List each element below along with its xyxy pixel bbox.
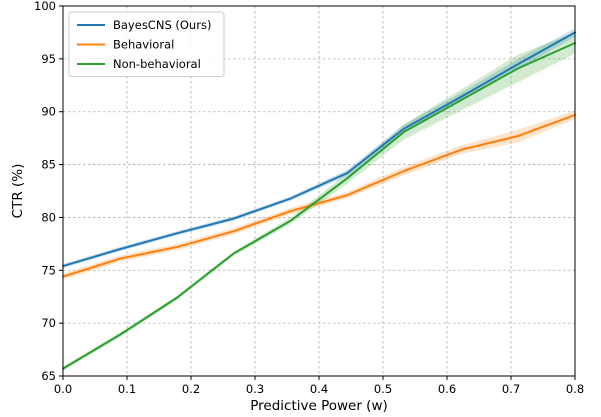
- x-tick-label: 0.2: [182, 382, 200, 396]
- series-lines: [62, 31, 576, 370]
- x-tick-label: 0.3: [246, 382, 264, 396]
- y-tick-label: 85: [41, 158, 56, 172]
- x-tick-label: 0.8: [566, 382, 584, 396]
- legend: BayesCNS (Ours) Behavioral Non-behavioral: [68, 11, 225, 77]
- legend-label: Non-behavioral: [113, 57, 201, 71]
- y-tick-label: 65: [41, 369, 56, 383]
- series-line: [62, 42, 576, 370]
- x-tick-label: 0.4: [310, 382, 328, 396]
- y-tick-label: 100: [34, 0, 56, 13]
- series-line: [62, 113, 576, 278]
- legend-label: Behavioral: [113, 38, 174, 52]
- x-tick-label: 0.7: [502, 382, 520, 396]
- y-tick-label: 90: [41, 105, 56, 119]
- y-axis-label: CTR (%): [10, 164, 26, 219]
- y-tick-label: 80: [41, 210, 56, 224]
- x-tick-label: 0.6: [438, 382, 456, 396]
- axis-ticks: 0.0 0.1 0.2 0.3 0.4 0.5 0.6 0.7 0.8 65 70 75 80 85 90 9…: [34, 0, 584, 396]
- y-tick-label: 75: [41, 263, 56, 277]
- confidence-band: [63, 110, 575, 280]
- x-tick-label: 0.5: [374, 382, 392, 396]
- y-tick-label: 95: [41, 52, 56, 66]
- y-tick-label: 70: [41, 316, 56, 330]
- series-line: [62, 31, 576, 268]
- x-tick-label: 0.0: [54, 382, 72, 396]
- x-tick-label: 0.1: [118, 382, 136, 396]
- legend-box: [68, 11, 225, 77]
- legend-label: BayesCNS (Ours): [113, 18, 211, 32]
- x-axis-label: Predictive Power (w): [250, 398, 388, 414]
